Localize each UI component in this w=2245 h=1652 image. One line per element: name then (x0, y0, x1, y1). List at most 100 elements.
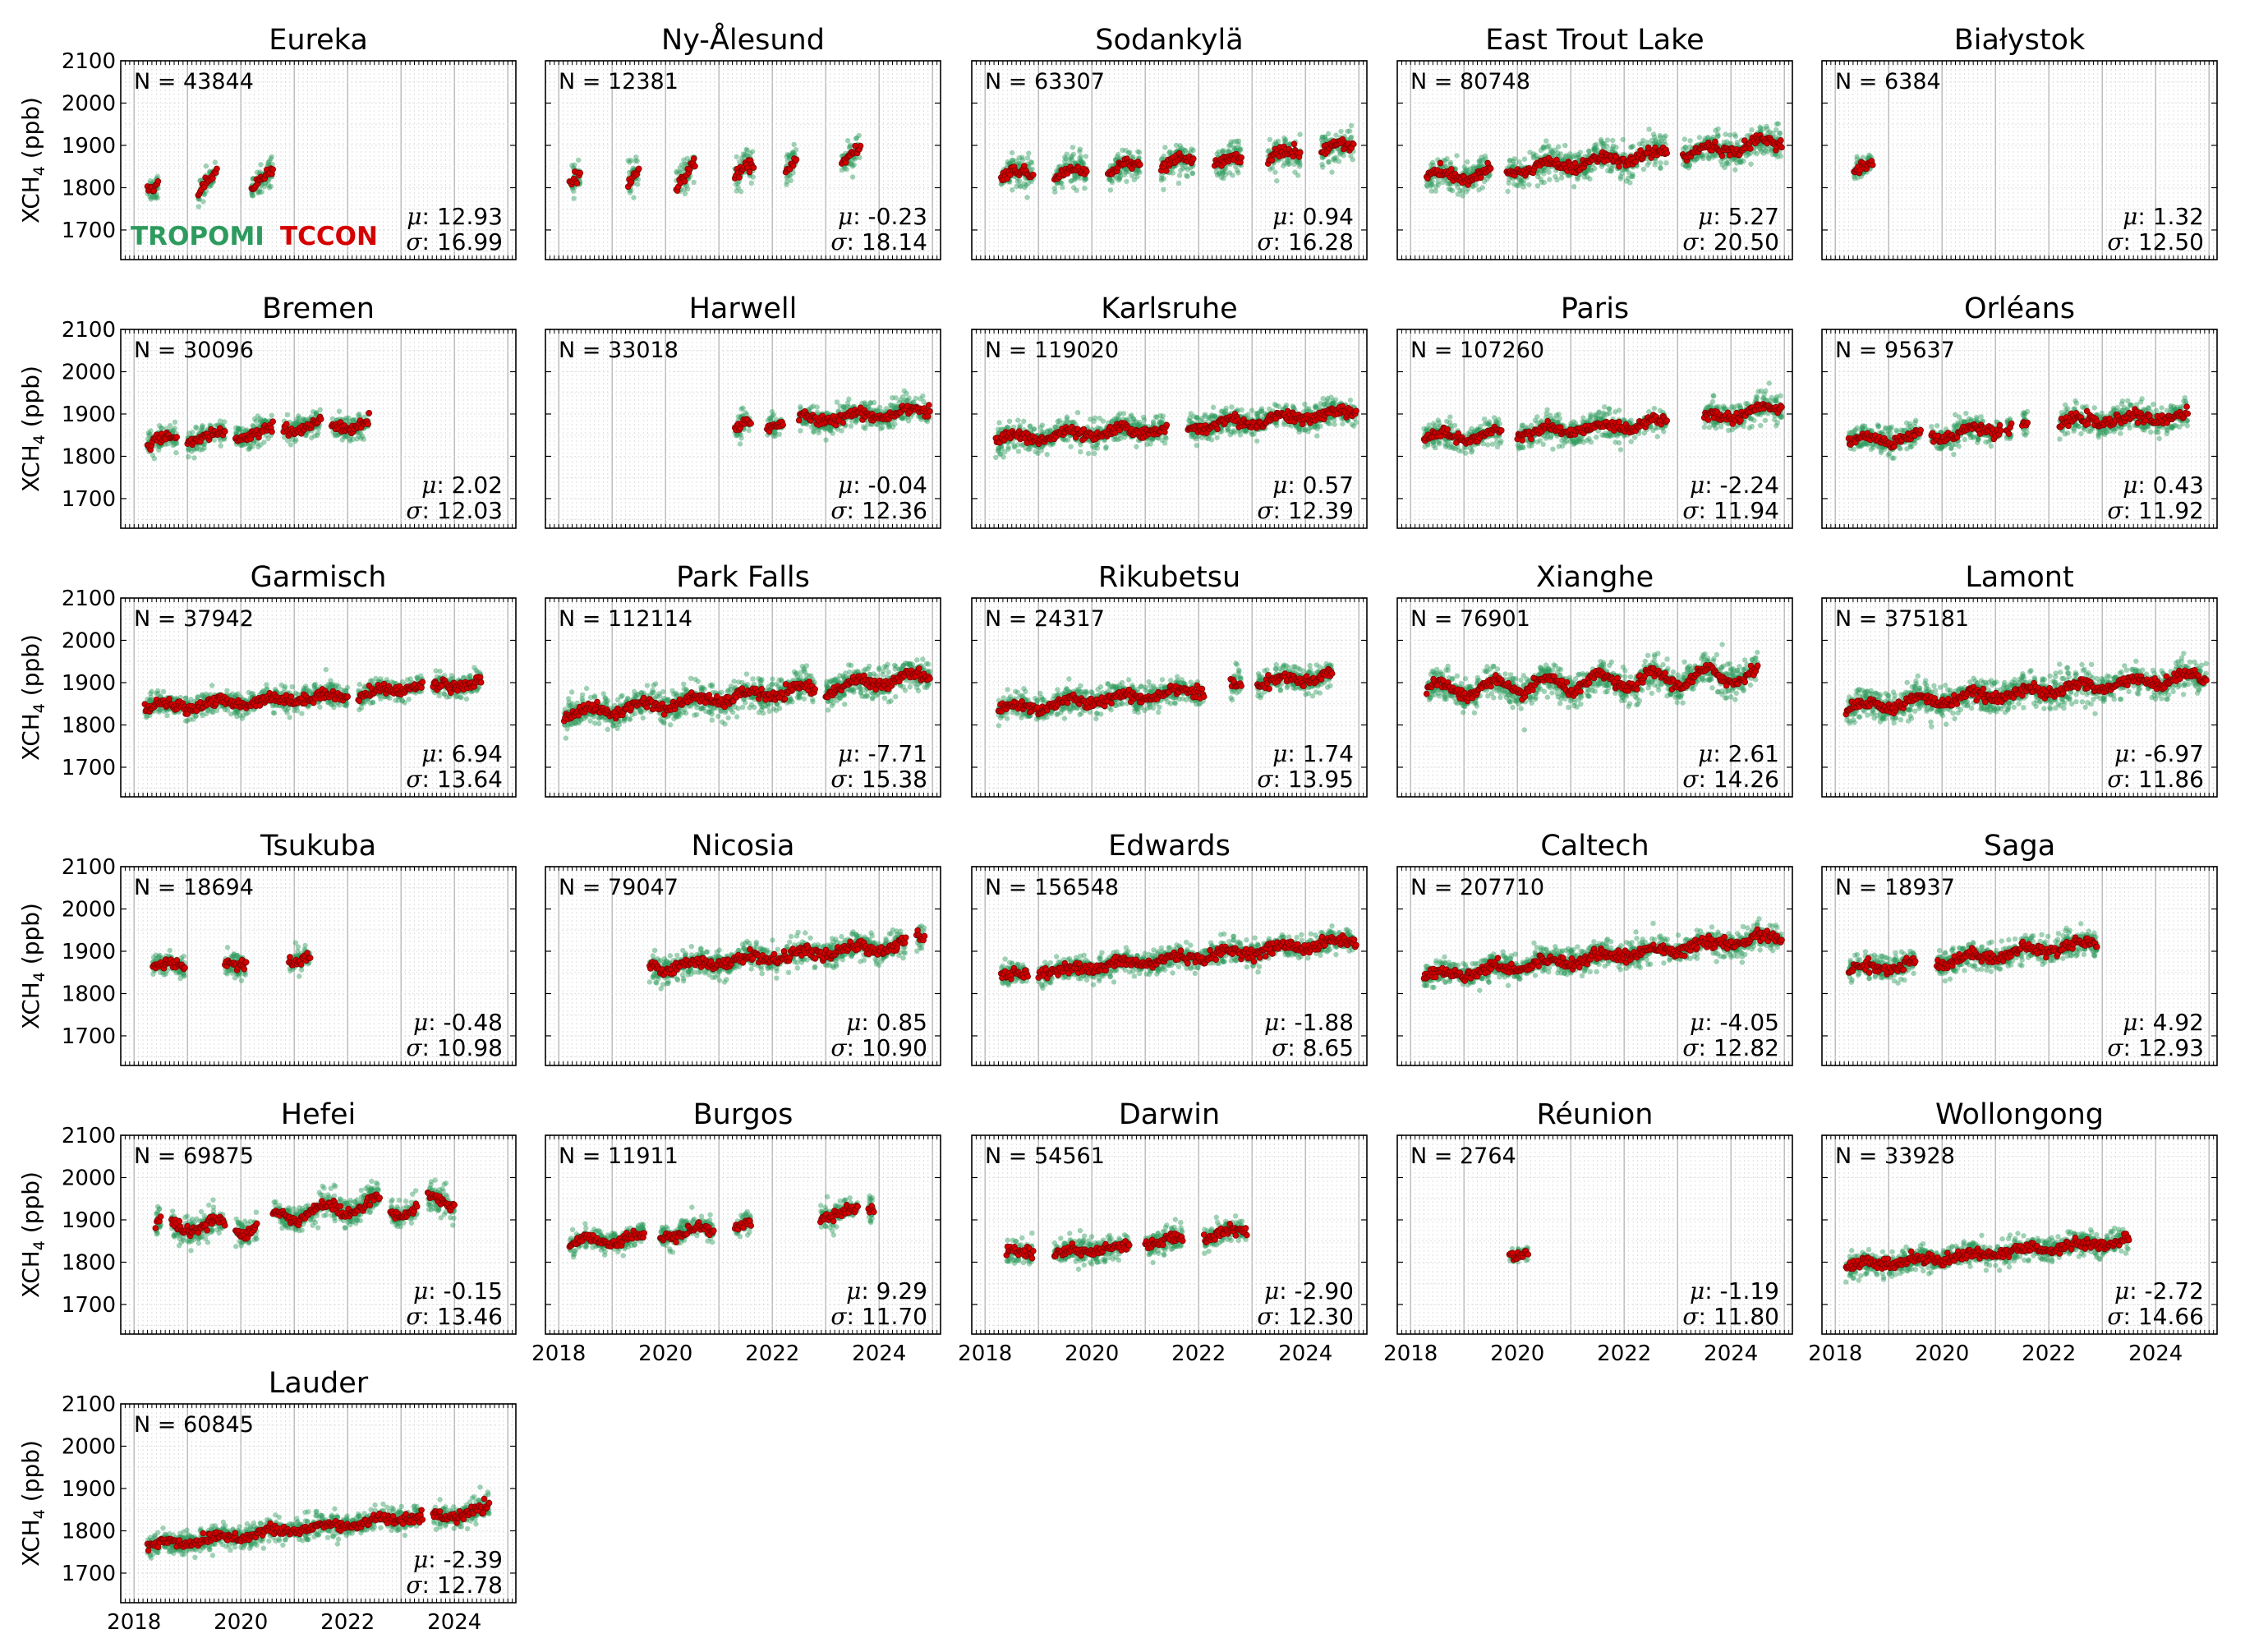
tropomi-point (1447, 159, 1454, 166)
tropomi-point (788, 177, 794, 183)
tropomi-point (1652, 134, 1658, 140)
tropomi-point (1059, 180, 1065, 186)
tropomi-point (153, 195, 159, 200)
tccon-point (1268, 157, 1276, 163)
tropomi-point (847, 144, 853, 150)
tropomi-point (1009, 150, 1015, 156)
mu-value-prefix: : (421, 203, 436, 230)
mu-value-prefix: : (1713, 203, 1727, 230)
tropomi-point (627, 159, 633, 165)
tropomi-point (1134, 174, 1140, 180)
mu-value: -0.23 (868, 203, 927, 230)
tropomi-point (1010, 187, 1015, 193)
sigma-value-prefix: : (1272, 228, 1287, 255)
tccon-point (1487, 165, 1494, 173)
tropomi-point (1024, 195, 1030, 200)
tccon-point (681, 178, 688, 185)
tropomi-point (258, 162, 264, 168)
mu-value-prefix: : (1287, 203, 1302, 230)
tropomi-point (1454, 153, 1460, 159)
tropomi-point (628, 158, 634, 163)
tropomi-point (1749, 127, 1755, 133)
panel-ticks (120, 60, 516, 260)
tropomi-point (200, 199, 206, 205)
tropomi-point (1135, 149, 1141, 154)
y-tick-label: 2100 (62, 49, 116, 74)
tropomi-point (1074, 187, 1079, 193)
tropomi-point (849, 158, 855, 163)
tropomi-point (1748, 161, 1754, 167)
tropomi-point (265, 159, 271, 165)
tropomi-point (791, 141, 797, 148)
mean-bias: μ: 0.94 (1272, 203, 1354, 230)
y-axis-label-unit: (ppb) (17, 97, 44, 166)
tropomi-point (1658, 165, 1663, 172)
tropomi-point (1557, 151, 1564, 157)
tropomi-point (1082, 177, 1088, 183)
tropomi-point (1450, 188, 1456, 194)
tropomi-point (154, 195, 161, 201)
tropomi-point (1176, 173, 1183, 178)
tropomi-point (185, 447, 191, 453)
tropomi-point (1604, 137, 1611, 143)
tropomi-point (849, 174, 856, 180)
tropomi-point (1348, 122, 1355, 129)
tropomi-point (790, 170, 796, 176)
tropomi-point (149, 194, 154, 200)
tropomi-point (1162, 145, 1168, 150)
tropomi-point (631, 195, 637, 200)
mu-value-prefix: : (853, 203, 867, 230)
tropomi-point (1760, 126, 1766, 131)
tropomi-point (1333, 132, 1339, 138)
tropomi-point (682, 191, 688, 196)
tropomi-point (191, 455, 197, 461)
tropomi-point (148, 196, 154, 202)
tropomi-point (740, 151, 747, 157)
tropomi-point (1773, 127, 1779, 133)
tropomi-point (748, 180, 754, 186)
panel-data (1851, 152, 1876, 182)
tropomi-point (793, 147, 799, 153)
tropomi-point (784, 154, 789, 159)
tropomi-point (201, 191, 208, 197)
tropomi-point (851, 156, 858, 162)
mean-bias: μ: 5.27 (1698, 203, 1779, 230)
legend-tropomi: TROPOMI (131, 222, 265, 251)
tropomi-point (1657, 132, 1663, 139)
tropomi-point (1646, 127, 1652, 132)
tropomi-point (853, 136, 859, 141)
tropomi-point (265, 161, 271, 168)
tccon-point (1137, 161, 1143, 168)
tropomi-point (839, 167, 845, 173)
tropomi-point (857, 154, 863, 160)
tropomi-point (1687, 138, 1693, 144)
tropomi-point (1636, 141, 1643, 147)
tropomi-point (1230, 173, 1235, 178)
tropomi-point (1338, 128, 1344, 135)
tropomi-point (1620, 136, 1626, 143)
tropomi-point (249, 193, 255, 199)
tropomi-point (200, 424, 205, 430)
sigma-value-prefix: : (846, 228, 861, 255)
tropomi-point (151, 456, 158, 462)
tropomi-point (200, 447, 205, 453)
tropomi-point (255, 188, 261, 195)
tropomi-point (1060, 184, 1065, 191)
tropomi-point (789, 150, 795, 156)
tccon-series (144, 165, 277, 199)
tccon-point (1778, 144, 1785, 151)
tropomi-point (1189, 170, 1196, 176)
tropomi-point (1585, 148, 1592, 154)
tropomi-point (1464, 159, 1470, 165)
tropomi-point (635, 182, 641, 187)
panel-eureka: 1700 1800 1900 2000 2100 XCH4 (ppb) Eureka N = … (17, 24, 517, 260)
tropomi-point (268, 156, 274, 162)
tropomi-point (856, 132, 862, 139)
tropomi-point (786, 155, 793, 161)
y-axis-label-main: XCH (17, 176, 44, 223)
tropomi-point (842, 165, 848, 172)
tropomi-point (1610, 143, 1617, 149)
